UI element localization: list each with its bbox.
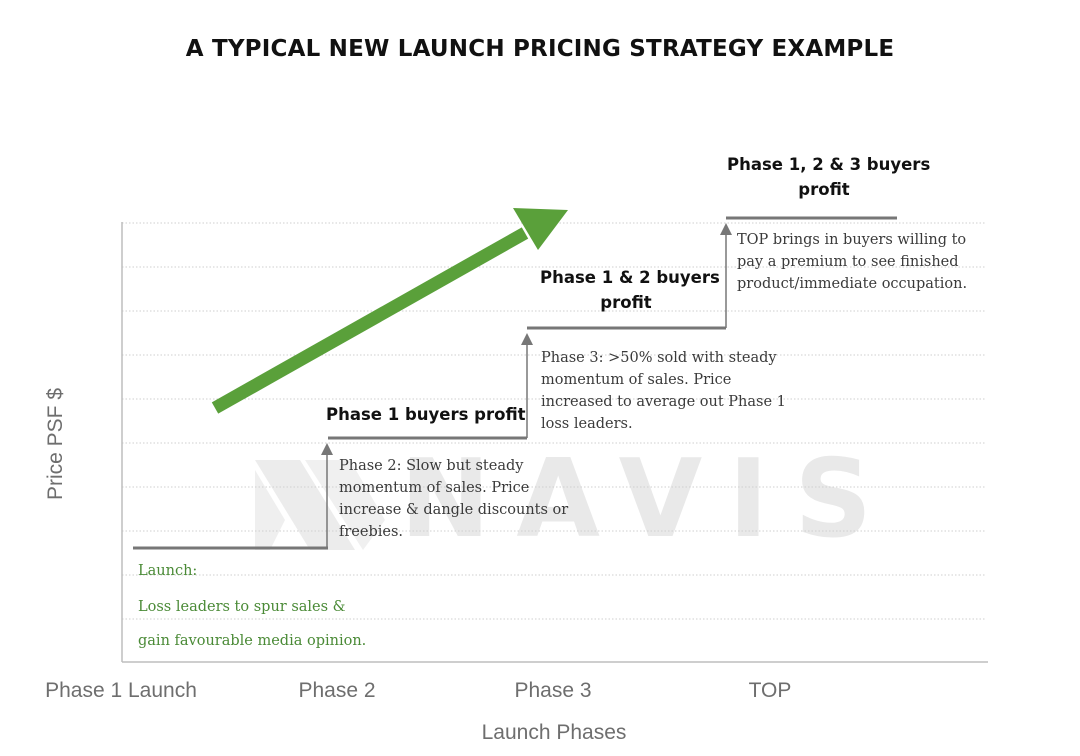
- phase2-note-line: momentum of sales. Price: [339, 480, 530, 496]
- x-tick-phase1-launch: Phase 1 Launch: [45, 679, 197, 702]
- price-steps: [133, 216, 897, 550]
- phase2-note-line: Phase 2: Slow but steady: [339, 458, 524, 474]
- top-note: TOP brings in buyers willing to pay a pr…: [737, 229, 967, 295]
- phase12-profit-line: Phase 1 & 2 buyers: [540, 268, 720, 287]
- phase123-profit-line: Phase 1, 2 & 3 buyers: [727, 155, 931, 174]
- x-axis-label: Launch Phases: [481, 721, 627, 744]
- x-tick-top: TOP: [748, 679, 792, 702]
- phase2-note-line: increase & dangle discounts or: [339, 502, 569, 518]
- launch-note-line: Loss leaders to spur sales &: [138, 599, 346, 615]
- launch-note: Launch: Loss leaders to spur sales & gai…: [138, 560, 366, 652]
- phase3-note: Phase 3: >50% sold with steady momentum …: [541, 347, 786, 435]
- y-axis-label: Price PSF $: [44, 387, 67, 501]
- trend-arrow-icon: [211, 208, 568, 414]
- phase3-note-line: momentum of sales. Price: [541, 372, 732, 388]
- top-note-line: product/immediate occupation.: [737, 276, 968, 292]
- phase3-note-line: loss leaders.: [541, 416, 633, 432]
- phase2-note: Phase 2: Slow but steady momentum of sal…: [339, 455, 568, 543]
- axes: [121, 222, 988, 663]
- launch-note-line: Launch:: [138, 563, 198, 579]
- phase12-profit-line: profit: [600, 293, 652, 312]
- x-tick-phase2: Phase 2: [298, 679, 376, 702]
- x-tick-phase3: Phase 3: [514, 679, 592, 702]
- step-risers: [321, 223, 732, 548]
- phase123-profit-label: Phase 1, 2 & 3 buyers profit: [727, 152, 931, 202]
- phase123-profit-line: profit: [798, 180, 850, 199]
- top-note-line: TOP brings in buyers willing to: [737, 232, 967, 248]
- phase2-note-line: freebies.: [339, 524, 404, 540]
- phase1-profit-label: Phase 1 buyers profit: [326, 405, 526, 424]
- top-note-line: pay a premium to see finished: [737, 254, 959, 270]
- phase3-note-line: increased to average out Phase 1: [541, 394, 786, 410]
- phase12-profit-label: Phase 1 & 2 buyers profit: [540, 265, 720, 315]
- launch-note-line: gain favourable media opinion.: [138, 633, 367, 649]
- diagram-title: A TYPICAL NEW LAUNCH PRICING STRATEGY EX…: [185, 36, 895, 62]
- phase3-note-line: Phase 3: >50% sold with steady: [541, 350, 777, 366]
